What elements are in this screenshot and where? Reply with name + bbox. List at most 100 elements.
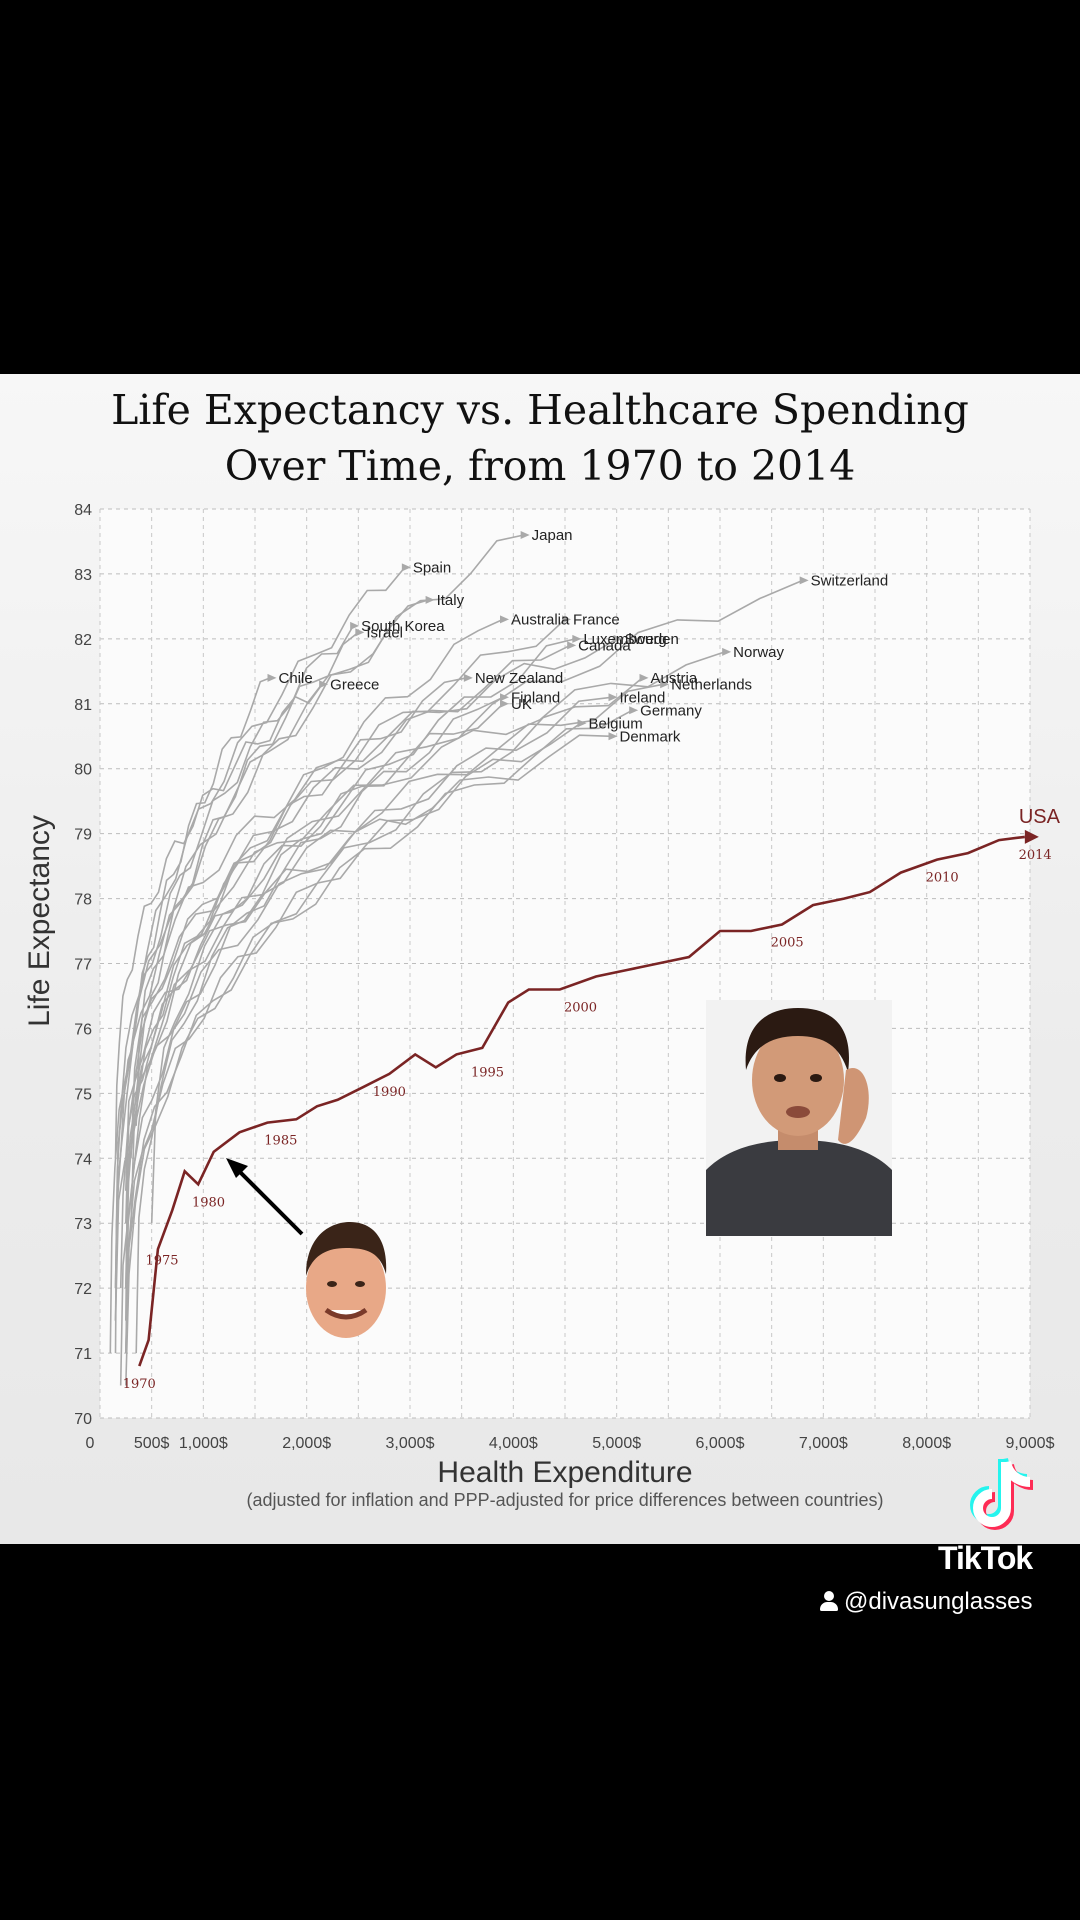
country-line (114, 683, 323, 1159)
y-tick-label: 80 (74, 762, 92, 779)
country-arrowhead (500, 693, 509, 702)
country-label: Australia (511, 611, 570, 628)
country-arrowhead (567, 641, 577, 650)
country-label: Italy (437, 592, 465, 609)
country-line (119, 703, 504, 1289)
usa-year-label: 1975 (145, 1254, 178, 1269)
country-arrowhead (613, 634, 623, 643)
country-line (125, 644, 571, 1224)
creator-video-inset (706, 1000, 892, 1236)
country-label: Germany (640, 702, 702, 719)
x-tick-label: 500$ (134, 1435, 170, 1452)
usa-year-label: 2005 (771, 936, 804, 951)
country-arrowhead (660, 680, 670, 689)
x-tick-label: 0 (86, 1435, 95, 1452)
country-arrowhead (629, 706, 639, 715)
country-label: Finland (511, 689, 560, 706)
x-tick-label: 2,000$ (282, 1435, 331, 1452)
country-arrowhead (350, 621, 360, 630)
country-line (119, 696, 504, 1386)
x-tick-label: 6,000$ (696, 1435, 745, 1452)
country-label: Austria (651, 670, 698, 687)
x-axis-label: Health Expenditure (437, 1456, 693, 1489)
y-tick-label: 73 (74, 1216, 92, 1233)
country-label: Ireland (620, 689, 666, 706)
country-label: Denmark (620, 728, 681, 745)
country-arrowhead (463, 673, 473, 682)
y-tick-label: 84 (74, 502, 92, 519)
y-tick-label: 82 (74, 632, 92, 649)
y-tick-label: 78 (74, 892, 92, 909)
country-arrowhead (319, 680, 329, 689)
country-line (125, 722, 581, 1354)
chart-title-line-1: Life Expectancy vs. Healthcare Spending (111, 386, 969, 434)
x-tick-label: 8,000$ (902, 1435, 951, 1452)
country-arrowhead (500, 615, 509, 624)
country-line (114, 677, 271, 1354)
country-line (125, 734, 612, 1191)
creator-handle[interactable]: @divasunglasses (820, 1588, 1032, 1616)
x-tick-label: 1,000$ (179, 1435, 228, 1452)
x-tick-label: 7,000$ (799, 1435, 848, 1452)
country-line (130, 683, 664, 1224)
country-label: South Korea (361, 618, 445, 635)
country-arrowhead (722, 647, 732, 656)
country-label: UK (511, 696, 532, 713)
usa-year-label: 1995 (471, 1065, 504, 1080)
y-tick-label: 79 (74, 827, 92, 844)
chart-plot: 70 71 72 73 74 75 76 77 78 79 80 81 82 83 84 0 500$ 1,00… (74, 502, 1061, 1452)
x-tick-label: 3,000$ (386, 1435, 435, 1452)
x-tick-label: 5,000$ (592, 1435, 641, 1452)
country-arrowhead (608, 732, 618, 741)
country-arrowhead (608, 693, 618, 702)
country-line (135, 638, 618, 1126)
country-label: Switzerland (811, 572, 889, 589)
x-axis-sublabel: (adjusted for inflation and PPP-adjusted… (246, 1490, 884, 1510)
country-line (125, 677, 644, 1386)
reagan-photo (300, 1218, 392, 1342)
country-label: Chile (279, 670, 313, 687)
y-tick-label: 75 (74, 1086, 92, 1103)
usa-year-label: 1970 (123, 1377, 156, 1392)
y-tick-label: 71 (74, 1346, 92, 1363)
creator-handle-text: @divasunglasses (844, 1588, 1033, 1615)
country-arrowhead (267, 673, 277, 682)
country-line (114, 696, 612, 1321)
country-label: Japan (532, 527, 573, 544)
country-label: Sweden (625, 631, 679, 648)
usa-year-label: 1980 (192, 1195, 225, 1210)
country-arrowhead (425, 595, 435, 604)
country-arrowhead (355, 628, 365, 637)
x-tick-label: 4,000$ (489, 1435, 538, 1452)
country-arrowhead (799, 576, 809, 585)
y-tick-label: 83 (74, 567, 92, 584)
country-arrowhead (401, 563, 411, 572)
country-line (125, 709, 633, 1354)
y-tick-label: 72 (74, 1281, 92, 1298)
user-icon (820, 1591, 838, 1611)
country-line (135, 638, 576, 1354)
usa-year-label: 2014 (1019, 848, 1052, 863)
usa-year-label: 2010 (926, 871, 959, 886)
country-label: Canada (578, 637, 631, 654)
usa-arrowhead (1024, 829, 1039, 844)
country-line (130, 651, 726, 1159)
country-arrowhead (639, 673, 649, 682)
tiktok-logo-icon (970, 1457, 1034, 1530)
country-label: Norway (733, 644, 784, 661)
y-tick-label: 77 (74, 957, 92, 974)
y-tick-label: 76 (74, 1021, 92, 1038)
country-arrowhead (500, 699, 509, 708)
country-label: Luxembourg (583, 631, 666, 648)
usa-line (138, 835, 1025, 1367)
country-arrowhead (562, 615, 571, 624)
y-axis-label: Life Expectancy (23, 815, 56, 1027)
country-label: Belgium (589, 715, 643, 732)
tiktok-wordmark: TikTok (938, 1540, 1033, 1576)
chart-title: Life Expectancy vs. Healthcare Spending … (0, 382, 1080, 494)
country-label: Greece (330, 676, 379, 693)
usa-label: USA (1019, 806, 1061, 828)
country-label: New Zealand (475, 670, 563, 687)
country-label: France (573, 611, 620, 628)
country-arrowhead (520, 530, 530, 539)
